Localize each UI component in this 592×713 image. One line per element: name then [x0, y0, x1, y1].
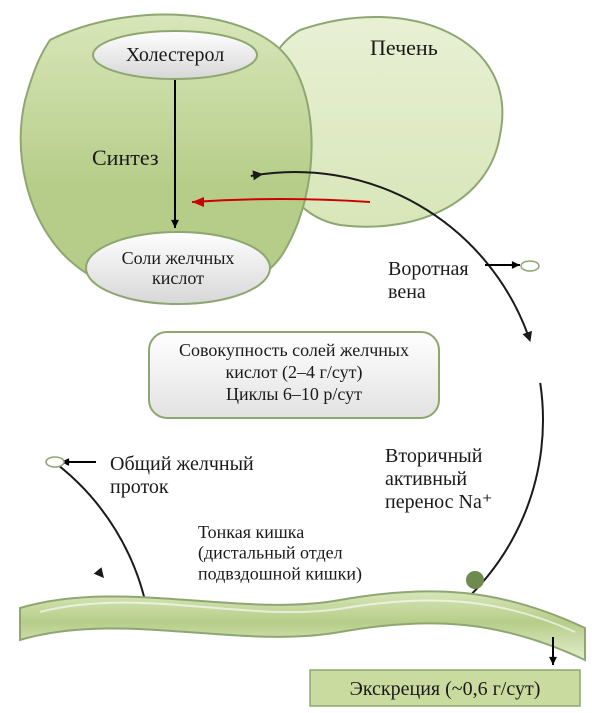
- bile-duct-marker: [46, 457, 64, 467]
- svg-text:кислот (2–4 г/сут): кислот (2–4 г/сут): [226, 362, 363, 383]
- svg-text:Тонкая кишка: Тонкая кишка: [198, 522, 304, 542]
- svg-text:Вторичный: Вторичный: [385, 445, 483, 467]
- intestine: [20, 571, 585, 660]
- svg-text:перенос Na⁺: перенос Na⁺: [385, 491, 492, 513]
- portal-vein-marker: [521, 261, 539, 271]
- svg-text:(дистальный отдел: (дистальный отдел: [198, 543, 343, 564]
- portal-vein-label: Воротнаявена: [388, 258, 469, 303]
- synthesis-label: Синтез: [92, 145, 159, 170]
- svg-text:Экскреция (~0,6 г/сут): Экскреция (~0,6 г/сут): [350, 678, 541, 700]
- liver-label: Печень: [370, 35, 438, 60]
- svg-text:Печень: Печень: [370, 35, 438, 60]
- svg-text:Циклы 6–10 р/сут: Циклы 6–10 р/сут: [226, 384, 362, 404]
- na-transport-dot: [466, 571, 484, 589]
- svg-text:Совокупность солей желчных: Совокупность солей желчных: [179, 340, 409, 360]
- svg-text:подвздошной кишки): подвздошной кишки): [198, 563, 362, 584]
- svg-text:Синтез: Синтез: [92, 145, 159, 170]
- svg-text:Холестерол: Холестерол: [126, 44, 225, 66]
- excretion-label: Экскреция (~0,6 г/сут): [350, 678, 541, 700]
- na-transport-label: Вторичныйактивныйперенос Na⁺: [385, 445, 492, 513]
- arrow-bile-duct: [61, 458, 96, 466]
- ileum-label: Тонкая кишка(дистальный отделподвздошной…: [198, 522, 362, 584]
- svg-text:Воротная: Воротная: [388, 258, 469, 280]
- svg-text:кислот: кислот: [152, 268, 204, 288]
- svg-text:Общий желчный: Общий желчный: [110, 453, 254, 475]
- cholesterol-label: Холестерол: [126, 44, 225, 66]
- bile-duct-label: Общий желчныйпроток: [110, 453, 254, 498]
- svg-text:Соли желчных: Соли желчных: [122, 248, 235, 268]
- diagram-canvas: ПеченьХолестеролСинтезСоли желчныхкислот…: [0, 0, 592, 713]
- svg-text:вена: вена: [388, 281, 426, 303]
- svg-text:проток: проток: [110, 476, 169, 498]
- svg-text:активный: активный: [385, 468, 467, 490]
